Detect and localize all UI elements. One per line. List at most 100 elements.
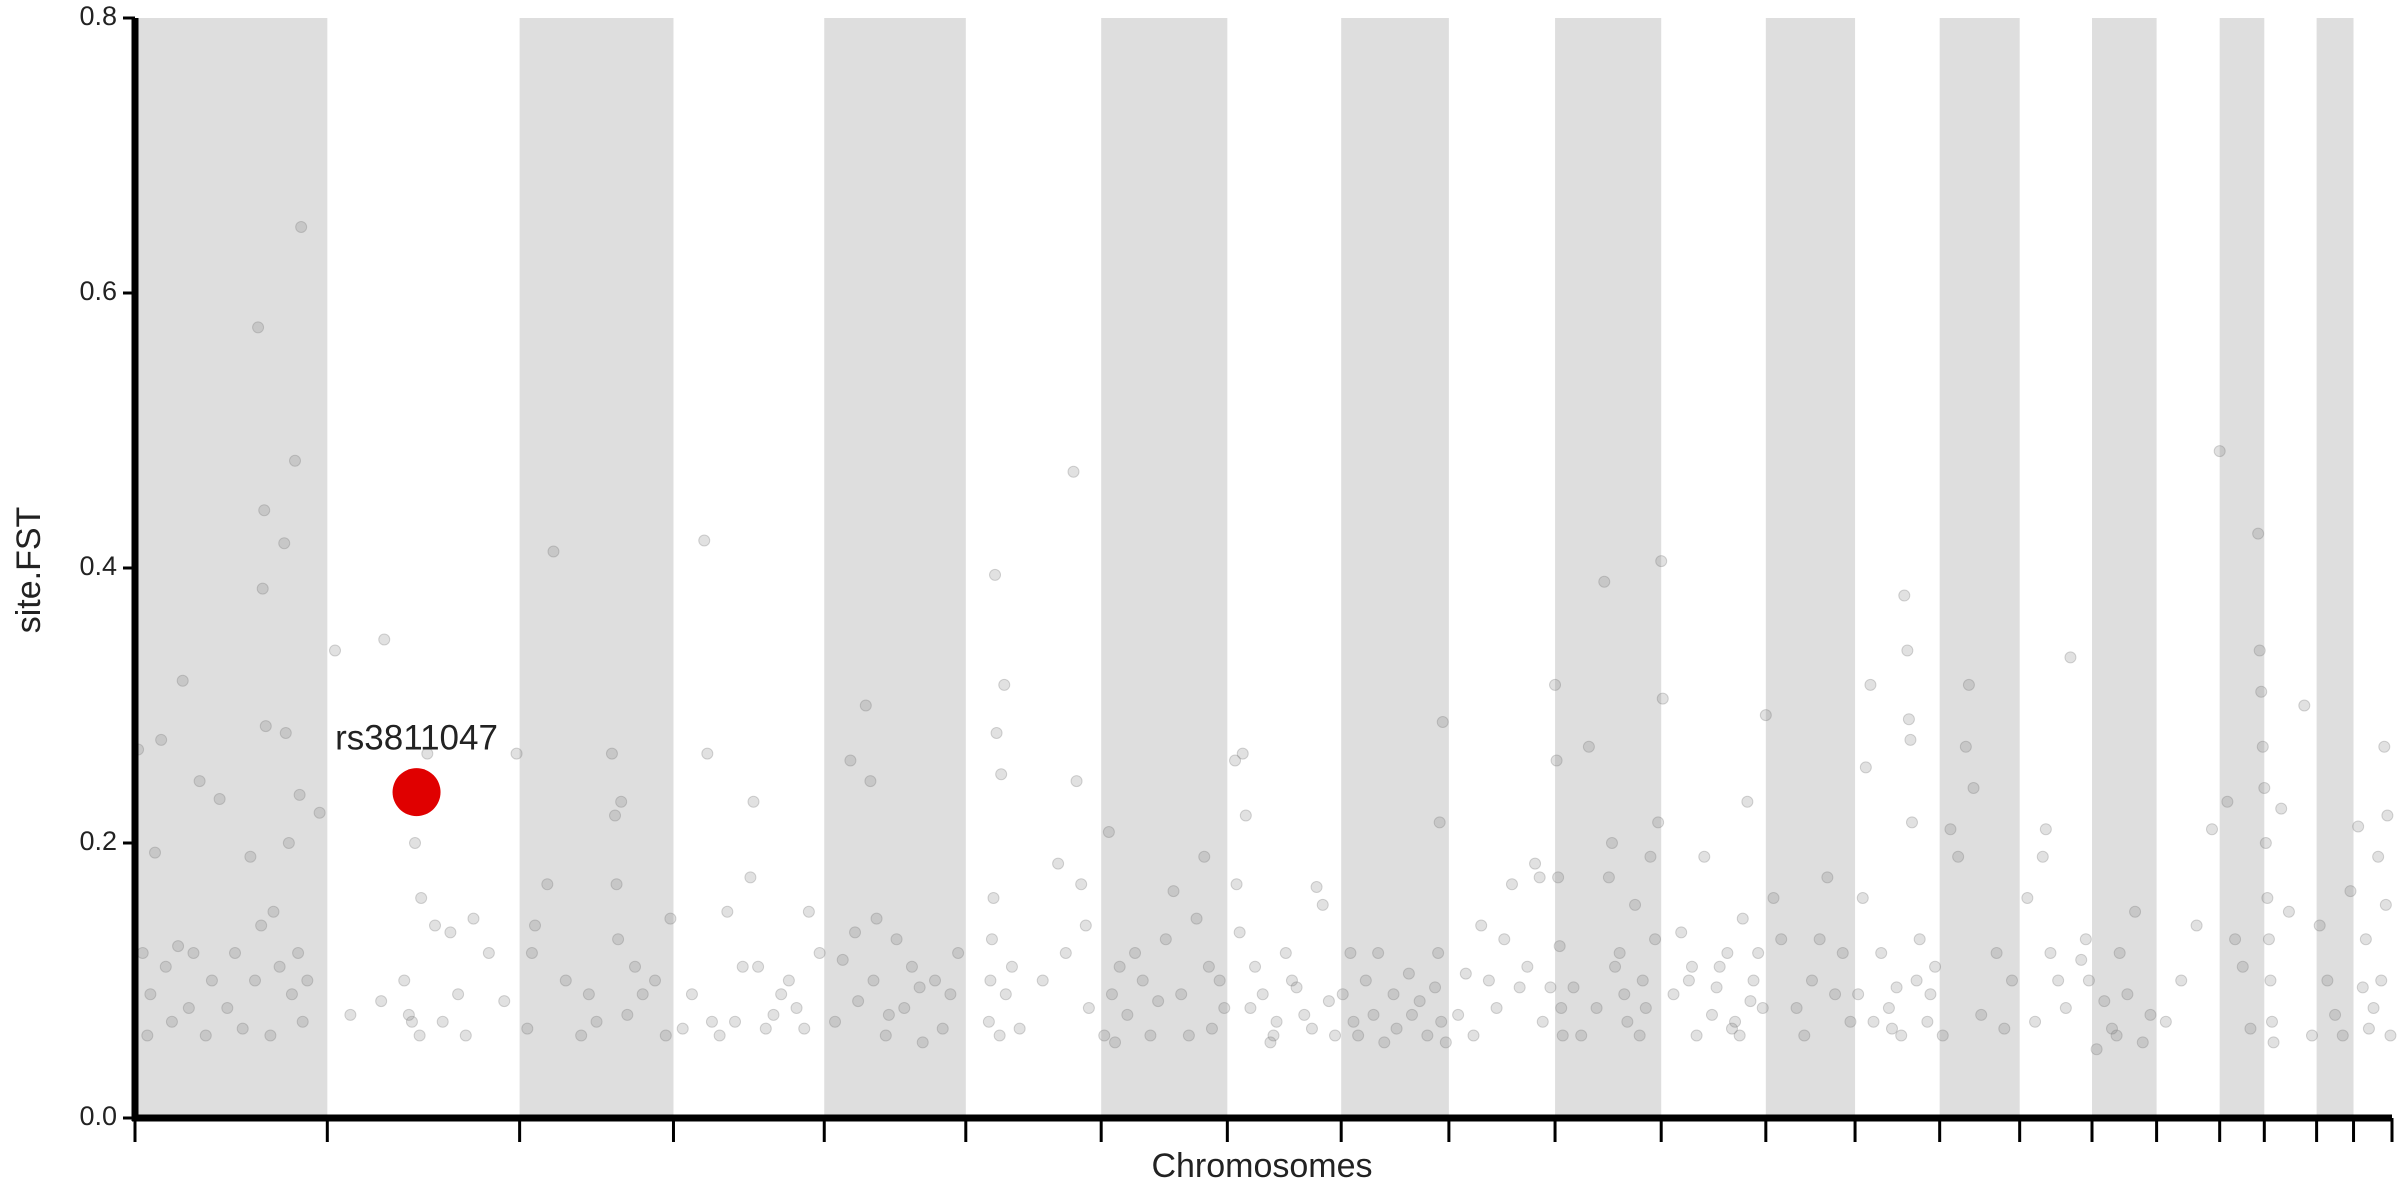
snp-point [990, 727, 1003, 739]
snp-point [329, 644, 342, 657]
snp-point [1552, 871, 1565, 884]
snp-point [2259, 837, 2272, 849]
snp-point [1390, 1022, 1403, 1035]
y-tick-label: 0.6 [79, 276, 117, 306]
snp-point [2253, 644, 2266, 657]
snp-point [1005, 960, 1018, 973]
snp-point [293, 788, 306, 801]
snp-point [1805, 974, 1818, 987]
snp-point [2064, 651, 2077, 664]
snp-point [759, 1022, 772, 1035]
snp-point [1967, 782, 1980, 794]
snp-point [1844, 1015, 1857, 1028]
snp-point [1852, 988, 1865, 1001]
snp-point [205, 974, 218, 987]
snp-point [1113, 960, 1126, 973]
snp-point [1902, 713, 1915, 726]
snp-point [705, 1015, 718, 1028]
snp-point [859, 699, 872, 712]
snp-point [278, 537, 291, 550]
snp-point [729, 1015, 742, 1028]
snp-point [612, 933, 625, 946]
snp-point [1233, 926, 1246, 939]
snp-point [415, 892, 428, 904]
snp-point [1756, 1002, 1769, 1014]
snp-point [1544, 981, 1557, 994]
snp-point [1975, 1008, 1988, 1021]
snp-point [199, 1029, 212, 1042]
snp-point [429, 919, 442, 932]
snp-point [1459, 967, 1472, 980]
snp-point [984, 974, 997, 987]
snp-point [1182, 1029, 1195, 1042]
chromosome-band [1101, 18, 1228, 1118]
snp-point [249, 974, 262, 987]
snp-point [1602, 871, 1615, 884]
snp-point [882, 1008, 895, 1021]
snp-point [802, 905, 815, 918]
snp-point [1575, 1029, 1588, 1042]
snp-point [2121, 988, 2134, 1001]
snp-point [301, 974, 314, 987]
snp-point [590, 1015, 603, 1028]
snp-point [1536, 1015, 1549, 1028]
snp-point [1929, 960, 1942, 973]
snp-point [1129, 947, 1142, 959]
snp-point [1629, 898, 1642, 911]
snp-point [1230, 878, 1243, 891]
snp-point [521, 1022, 534, 1035]
snp-point [944, 988, 957, 1001]
snp-point [713, 1029, 726, 1042]
snp-point [1590, 1002, 1603, 1014]
snp-point [2229, 933, 2242, 946]
snp-point [2190, 919, 2203, 932]
snp-point [1505, 878, 1518, 891]
snp-point [1613, 947, 1626, 959]
snp-point [2205, 823, 2218, 836]
snp-point [2105, 1022, 2118, 1035]
snp-point [1236, 747, 1249, 760]
y-tick-label: 0.0 [79, 1101, 117, 1131]
snp-point [1798, 1029, 1811, 1042]
snp-point [1721, 947, 1734, 959]
snp-point [2110, 1029, 2123, 1042]
snp-point [582, 988, 595, 1001]
snp-point [1285, 974, 1298, 987]
snp-point [498, 995, 511, 1008]
snp-point [256, 582, 269, 595]
snp-point [2044, 947, 2057, 959]
snp-point [2082, 974, 2095, 987]
snp-point [1264, 1036, 1277, 1049]
snp-point [829, 1015, 842, 1028]
snp-point [1767, 892, 1780, 904]
snp-point [615, 795, 628, 808]
highlight-point [392, 768, 441, 817]
snp-point [1079, 919, 1092, 932]
snp-point [1059, 947, 1072, 959]
snp-point [2352, 820, 2365, 833]
snp-point [2159, 1015, 2172, 1028]
snp-point [1829, 988, 1842, 1001]
snp-point [1298, 1008, 1311, 1021]
snp-point [1867, 1015, 1880, 1028]
snp-point [1152, 995, 1165, 1008]
snp-point [1267, 1029, 1280, 1042]
snp-point [2356, 981, 2369, 994]
snp-point [413, 1029, 426, 1042]
snp-point [999, 988, 1012, 1001]
snp-point [610, 878, 623, 891]
snp-point [1067, 465, 1080, 478]
snp-point [1901, 644, 1914, 657]
snp-point [375, 995, 388, 1008]
snp-point [982, 1015, 995, 1028]
snp-point [721, 905, 734, 918]
snp-point [1190, 912, 1203, 925]
snp-point [1249, 960, 1262, 973]
snp-point [1529, 857, 1542, 870]
snp-point [698, 534, 711, 547]
snp-point [279, 727, 292, 739]
snp-point [1433, 816, 1446, 829]
snp-point [929, 974, 942, 987]
snp-point [1649, 933, 1662, 946]
